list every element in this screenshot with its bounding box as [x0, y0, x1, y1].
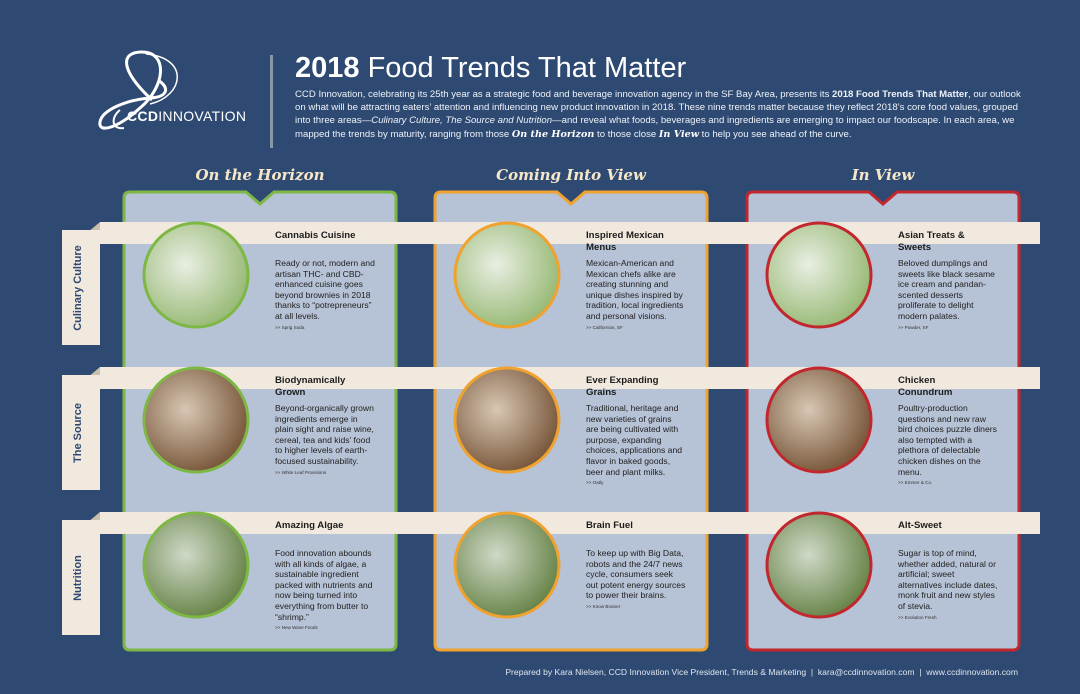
trend-text: Beyond-organically grown ingredients eme… — [275, 403, 374, 466]
footer: Prepared by Kara Nielsen, CCD Innovation… — [505, 667, 1018, 677]
row-label: Nutrition — [72, 555, 84, 601]
trend-image — [142, 221, 250, 329]
trend-title: Biodynamically Grown — [275, 375, 346, 398]
trend-text: Traditional, heritage and new varieties … — [586, 403, 683, 477]
trend-body: Sugar is top of mind, whether added, nat… — [898, 548, 998, 620]
trend-title: Alt-Sweet — [898, 520, 942, 531]
trend-title: Amazing Algae — [275, 520, 344, 531]
trend-credit: >> Emmer & Co. — [898, 480, 933, 486]
trend-credit: >> Oatly — [586, 480, 604, 486]
trend-text: Food innovation abounds with all kinds o… — [275, 548, 373, 622]
trend-text: Beloved dumplings and sweets like black … — [898, 258, 995, 321]
trend-credit: >> Evolution Fresh — [898, 614, 937, 620]
title: 2018 Food Trends That Matter — [295, 52, 686, 85]
trend-title: Inspired Mexican Menus — [586, 230, 664, 253]
intro-segment: to those close — [594, 128, 659, 140]
trend-body: Ready or not, modern and artisan THC- an… — [275, 258, 375, 330]
trend-title: Brain Fuel — [586, 520, 633, 531]
trend-text: To keep up with Big Data, robots and the… — [586, 548, 686, 601]
row-label: The Source — [72, 403, 84, 463]
trend-credit: >> New Wave Foods — [275, 625, 318, 631]
trend-title: Cannabis Cuisine — [275, 230, 356, 241]
trend-title: Asian Treats & Sweets — [898, 230, 965, 253]
trend-text: Sugar is top of mind, whether added, nat… — [898, 548, 998, 611]
trend-image — [453, 366, 561, 474]
intro-segment: 2018 Food Trends That Matter — [832, 89, 968, 100]
trend-body: Beyond-organically grown ingredients eme… — [275, 403, 375, 475]
trend-title: Chicken Conundrum — [898, 375, 953, 398]
title-year: 2018 — [295, 52, 360, 84]
trend-title: Ever Expanding Grains — [586, 375, 659, 398]
trend-image — [142, 511, 250, 619]
row-label: Culinary Culture — [72, 245, 84, 331]
intro-segment: Culinary Culture, The Source and Nutriti… — [371, 115, 553, 127]
row-tab — [62, 520, 100, 635]
trend-credit: >> Powder, SF — [898, 324, 929, 330]
logo-rest: INNOVATION — [158, 108, 247, 124]
intro: CCD Innovation, celebrating its 25th yea… — [295, 88, 1023, 141]
trend-body: Poultry-production questions and new raw… — [898, 403, 998, 485]
intro-segment: —and reveal what foods, beverages and in… — [295, 115, 1015, 140]
trend-image — [453, 221, 561, 329]
row-tab — [62, 375, 100, 490]
divider — [270, 55, 273, 148]
trend-credit: >> Know Brainer — [586, 603, 621, 609]
trend-body: Food innovation abounds with all kinds o… — [275, 548, 375, 630]
trend-image — [453, 511, 561, 619]
logo-bold: CCD — [127, 108, 159, 124]
trend-credit: >> Californios, SF — [586, 324, 623, 330]
intro-segment: On the Horizon — [511, 128, 595, 140]
title-rest: Food Trends That Matter — [367, 52, 687, 84]
column-header: In View — [851, 166, 915, 184]
trend-body: To keep up with Big Data, robots and the… — [586, 548, 686, 609]
intro-segment: , our outlook on what will be attracting… — [295, 89, 1021, 127]
column-header: Coming Into View — [496, 166, 646, 184]
trend-body: Traditional, heritage and new varieties … — [586, 403, 686, 485]
trend-credit: >> White Leaf Provisions — [275, 469, 327, 475]
trend-text: Mexican-American and Mexican chefs alike… — [586, 258, 684, 321]
trend-text: Ready or not, modern and artisan THC- an… — [275, 258, 375, 321]
trend-image — [765, 511, 873, 619]
trend-image — [765, 221, 873, 329]
trend-body: Beloved dumplings and sweets like black … — [898, 258, 998, 330]
column-header: On the Horizon — [195, 166, 325, 184]
intro-segment: CCD Innovation, celebrating its 25th yea… — [295, 89, 833, 100]
logo-mark — [98, 50, 178, 130]
row-tab — [62, 230, 100, 345]
trend-image — [142, 366, 250, 474]
trend-image — [765, 366, 873, 474]
intro-segment: In View — [658, 128, 699, 140]
trend-body: Mexican-American and Mexican chefs alike… — [586, 258, 686, 330]
trend-text: Poultry-production questions and new raw… — [898, 403, 997, 477]
trend-credit: >> Sprig Soda — [275, 324, 305, 330]
logo-text: CCDINNOVATION — [127, 108, 246, 124]
intro-segment: to help you see ahead of the curve. — [699, 128, 852, 140]
